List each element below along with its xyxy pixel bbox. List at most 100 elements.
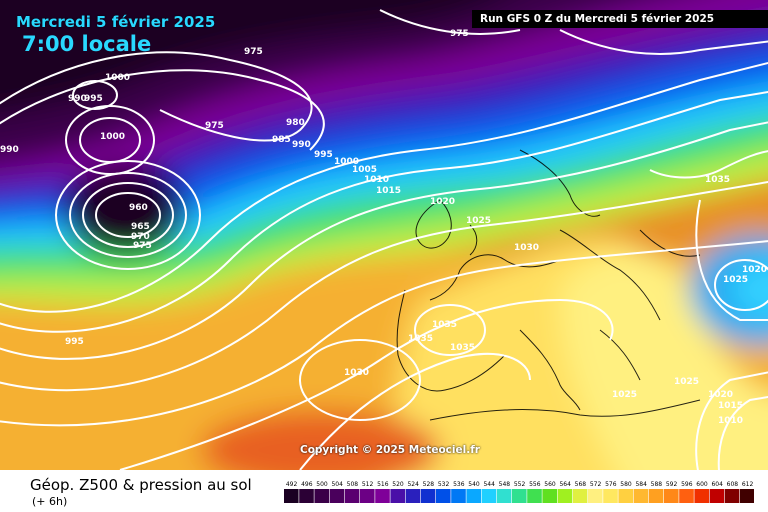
isobar-labels: 975 975 1000 990 995 1000 975 980 985 99…	[0, 29, 767, 426]
legend-swatch	[375, 489, 390, 503]
isobar-label: 1015	[718, 401, 743, 411]
map-footer: Géop. Z500 & pression au sol (+ 6h) 492 4…	[0, 470, 768, 512]
legend-swatch	[740, 489, 754, 503]
isobar-label: 1035	[432, 320, 457, 330]
isobar-label: 995	[65, 337, 84, 347]
legend-swatch	[588, 489, 603, 503]
legend-tick-label: 600	[696, 481, 708, 488]
map-title: Géop. Z500 & pression au sol	[30, 476, 252, 494]
forecast-date: Mercredi 5 février 2025	[16, 13, 216, 31]
legend-tick-label: 544	[483, 481, 495, 488]
legend-tick-label: 532	[438, 481, 450, 488]
isobar-label: 990	[68, 94, 87, 104]
legend-tick-label: 524	[407, 481, 419, 488]
isobar-label: 1035	[705, 175, 730, 185]
isobar-label: 1030	[344, 368, 369, 378]
isobar-label: 1025	[723, 275, 748, 285]
isobars	[0, 9, 768, 470]
legend-tick-label: 540	[468, 481, 480, 488]
legend-swatch	[481, 489, 497, 503]
legend-tick-label: 520	[392, 481, 404, 488]
isobar-label: 1035	[408, 334, 433, 344]
isobar-label: 995	[84, 94, 103, 104]
legend-swatch	[451, 489, 466, 503]
legend-tick-label: 584	[635, 481, 647, 488]
isobar-label: 965	[131, 222, 150, 232]
legend-swatch	[496, 489, 512, 503]
isobar-label: 970	[131, 232, 150, 242]
legend-tick-label: 492	[286, 481, 298, 488]
legend-swatch	[284, 489, 299, 503]
legend-swatch	[512, 489, 527, 503]
isobar-label: 1025	[466, 216, 491, 226]
legend-swatch	[694, 489, 709, 503]
isobar-label: 960	[129, 203, 148, 213]
legend-swatch	[360, 489, 375, 503]
legend-tick-label: 612	[742, 481, 754, 488]
legend-tick-label: 548	[499, 481, 511, 488]
isobar-label: 1005	[352, 165, 377, 175]
isobar-label: 980	[286, 118, 305, 128]
legend-swatch	[542, 489, 557, 503]
isobar-label: 1000	[100, 132, 125, 142]
isobar-label: 975	[450, 29, 469, 39]
isobar-label: 975	[244, 47, 263, 57]
legend-swatch	[299, 489, 314, 503]
isobar-label: 1010	[364, 175, 389, 185]
isobar-label: 1030	[514, 243, 539, 253]
isobar-label: 1025	[612, 390, 637, 400]
color-scale-legend: 492 496 500 504 508 512 516 520 524 528 532 536 540 5…	[284, 481, 754, 503]
legend-swatch	[527, 489, 542, 503]
legend-tick-label: 516	[377, 481, 389, 488]
legend-tick-label: 500	[316, 481, 328, 488]
legend-swatch	[557, 489, 573, 503]
legend-swatch	[633, 489, 649, 503]
isobar-label: 995	[314, 150, 333, 160]
forecast-offset: (+ 6h)	[32, 495, 68, 508]
legend-tick-label: 568	[575, 481, 587, 488]
isobar-label: 1000	[334, 157, 359, 167]
map-canvas: 975 975 1000 990 995 1000 975 980 985 99…	[0, 0, 768, 470]
legend-swatch	[648, 489, 664, 503]
isobar-label: 990	[292, 140, 311, 150]
isobar-label: 975	[133, 241, 152, 251]
legend-swatch	[466, 489, 481, 503]
legend-swatch	[709, 489, 725, 503]
legend-tick-label: 592	[666, 481, 678, 488]
legend-tick-label: 572	[590, 481, 602, 488]
legend-swatch	[679, 489, 694, 503]
legend-swatch	[603, 489, 618, 503]
legend-tick-label: 608	[727, 481, 739, 488]
isobar-label: 1020	[430, 197, 455, 207]
weather-map: 975 975 1000 990 995 1000 975 980 985 99…	[0, 0, 768, 470]
legend-swatch	[724, 489, 740, 503]
isobar-label: 1000	[105, 73, 130, 83]
legend-tick-label: 560	[544, 481, 556, 488]
legend-tick-label: 508	[347, 481, 359, 488]
isobar-label: 1035	[450, 343, 475, 353]
geopotential-field	[0, 0, 768, 470]
isobar-label: 985	[272, 135, 291, 145]
legend-tick-label: 512	[362, 481, 374, 488]
legend-swatch	[420, 489, 436, 503]
legend-swatch	[572, 489, 588, 503]
legend-swatch	[664, 489, 679, 503]
legend-tick-label: 604	[711, 481, 723, 488]
legend-tick-label: 564	[559, 481, 571, 488]
legend-tick-label: 556	[529, 481, 541, 488]
legend-swatch	[405, 489, 421, 503]
isobar-label: 1010	[718, 416, 743, 426]
legend-swatch	[329, 489, 345, 503]
copyright-notice: Copyright © 2025 Meteociel.fr	[300, 444, 480, 456]
isobar-label: 1025	[674, 377, 699, 387]
isobar-label: 1015	[376, 186, 401, 196]
legend-tick-label: 528	[423, 481, 435, 488]
legend-tick-label: 576	[605, 481, 617, 488]
legend-tick-label: 552	[514, 481, 526, 488]
legend-tick-label: 588	[651, 481, 663, 488]
isobar-label: 1020	[742, 265, 767, 275]
legend-tick-label: 596	[681, 481, 693, 488]
legend-swatch	[436, 489, 451, 503]
legend-swatch	[344, 489, 360, 503]
legend-swatch	[390, 489, 405, 503]
